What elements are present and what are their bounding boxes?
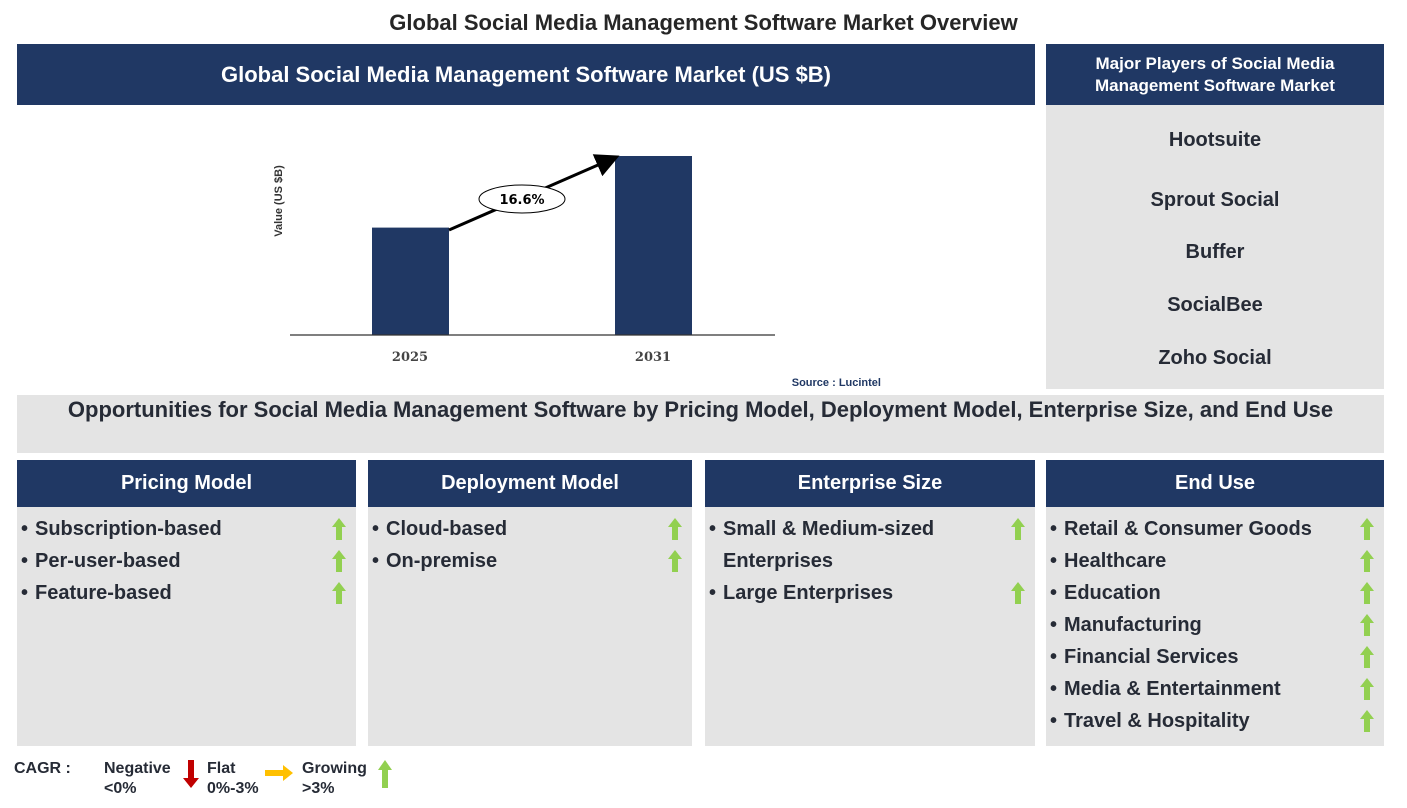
list-item: Feature-based: [21, 577, 356, 609]
up-arrow-icon: [1360, 582, 1374, 604]
list-item-label: Feature-based: [35, 582, 172, 604]
list-item-label: Cloud-based: [386, 518, 508, 540]
list-item: Healthcare: [1050, 545, 1384, 577]
legend-flat-range: 0%-3%: [207, 780, 259, 797]
list-item-label: Small & Medium-sized Enterprises: [723, 518, 935, 572]
list-item: Education: [1050, 577, 1384, 609]
column-header: Deployment Model: [368, 460, 692, 507]
up-arrow-icon: [1360, 550, 1374, 572]
list-item-label: Retail & Consumer Goods: [1064, 518, 1312, 540]
player-item: Sprout Social: [1150, 189, 1280, 211]
column-body: Retail & Consumer Goods Healthcare Educati…: [1046, 507, 1384, 746]
list-item-label: Large Enterprises: [723, 582, 894, 604]
column-header: End Use: [1046, 460, 1384, 507]
up-arrow-icon: [1360, 518, 1374, 540]
up-arrow-icon: [1360, 646, 1374, 668]
cagr-ellipse: [478, 184, 566, 214]
x-tick-label: 2025: [392, 350, 428, 365]
list-item-label: Subscription-based: [35, 518, 222, 540]
list-item: Financial Services: [1050, 641, 1384, 673]
up-arrow-icon: [332, 518, 346, 540]
list-item-label: Healthcare: [1064, 550, 1167, 572]
cagr-label: 16.6%: [499, 193, 544, 208]
up-arrow-icon: [378, 760, 392, 788]
list-item: On-premise: [372, 545, 692, 577]
players-header: Major Players of Social Media Management…: [1046, 44, 1384, 105]
bar-2031: [615, 156, 692, 335]
down-arrow-icon: [183, 760, 199, 788]
column-body: Small & Medium-sized Enterprises Large En…: [705, 507, 1035, 746]
up-arrow-icon: [1360, 614, 1374, 636]
list-item-label: Media & Entertainment: [1064, 678, 1281, 700]
list-item-label: Per-user-based: [35, 550, 181, 572]
up-arrow-icon: [1011, 518, 1025, 540]
list-item: Subscription-based: [21, 513, 356, 545]
legend-growing-range: >3%: [302, 780, 335, 797]
right-arrow-icon: [265, 765, 293, 781]
legend-negative: Negative <0%: [104, 759, 171, 799]
player-item: Hootsuite: [1168, 129, 1262, 151]
y-axis-label: Value (US $B): [273, 165, 285, 237]
list-item: Media & Entertainment: [1050, 673, 1384, 705]
legend-flat: Flat 0%-3%: [207, 759, 259, 799]
x-tick-label: 2031: [635, 350, 671, 365]
list-item: Retail & Consumer Goods: [1050, 513, 1384, 545]
column-header: Enterprise Size: [705, 460, 1035, 507]
column-header: Pricing Model: [17, 460, 356, 507]
list-item-label: Education: [1064, 582, 1161, 604]
up-arrow-icon: [332, 582, 346, 604]
chart-header: Global Social Media Management Software …: [17, 44, 1035, 105]
up-arrow-icon: [1360, 678, 1374, 700]
list-item-label: On-premise: [386, 550, 498, 572]
legend-negative-label: Negative: [104, 760, 171, 777]
player-item: SocialBee: [1167, 294, 1263, 316]
source-label: Source : Lucintel: [792, 377, 881, 389]
bar-chart: Value (US $B) 2025 2031 16.6% Source : Lu…: [273, 154, 881, 389]
up-arrow-icon: [668, 550, 682, 572]
list-item: Large Enterprises: [709, 577, 1035, 609]
list-item-label: Manufacturing: [1064, 614, 1202, 636]
list-item: Cloud-based: [372, 513, 692, 545]
list-item: Small & Medium-sized Enterprises: [709, 513, 1035, 577]
player-item: Buffer: [1185, 241, 1245, 263]
up-arrow-icon: [332, 550, 346, 572]
cagr-legend-label: CAGR :: [14, 760, 71, 777]
legend-flat-label: Flat: [207, 760, 236, 777]
player-item: Zoho Social: [1158, 347, 1272, 369]
up-arrow-icon: [1011, 582, 1025, 604]
bar-2025: [372, 227, 449, 335]
list-item: Per-user-based: [21, 545, 356, 577]
up-arrow-icon: [668, 518, 682, 540]
page-title: Global Social Media Management Software …: [389, 10, 1018, 35]
legend-growing-label: Growing: [302, 760, 367, 777]
column-body: Cloud-based On-premise: [368, 507, 692, 746]
list-item-label: Financial Services: [1064, 646, 1239, 668]
column-body: Subscription-based Per-user-based Feature-…: [17, 507, 356, 746]
players-list: Hootsuite Sprout Social Buffer SocialBee Zoh…: [1046, 105, 1384, 389]
legend-growing: Growing >3%: [302, 759, 367, 799]
list-item: Manufacturing: [1050, 609, 1384, 641]
list-item-label: Travel & Hospitality: [1064, 710, 1250, 732]
opportunities-title: Opportunities for Social Media Managemen…: [17, 395, 1384, 453]
up-arrow-icon: [1360, 710, 1374, 732]
list-item: Travel & Hospitality: [1050, 705, 1384, 737]
legend-negative-range: <0%: [104, 780, 137, 797]
